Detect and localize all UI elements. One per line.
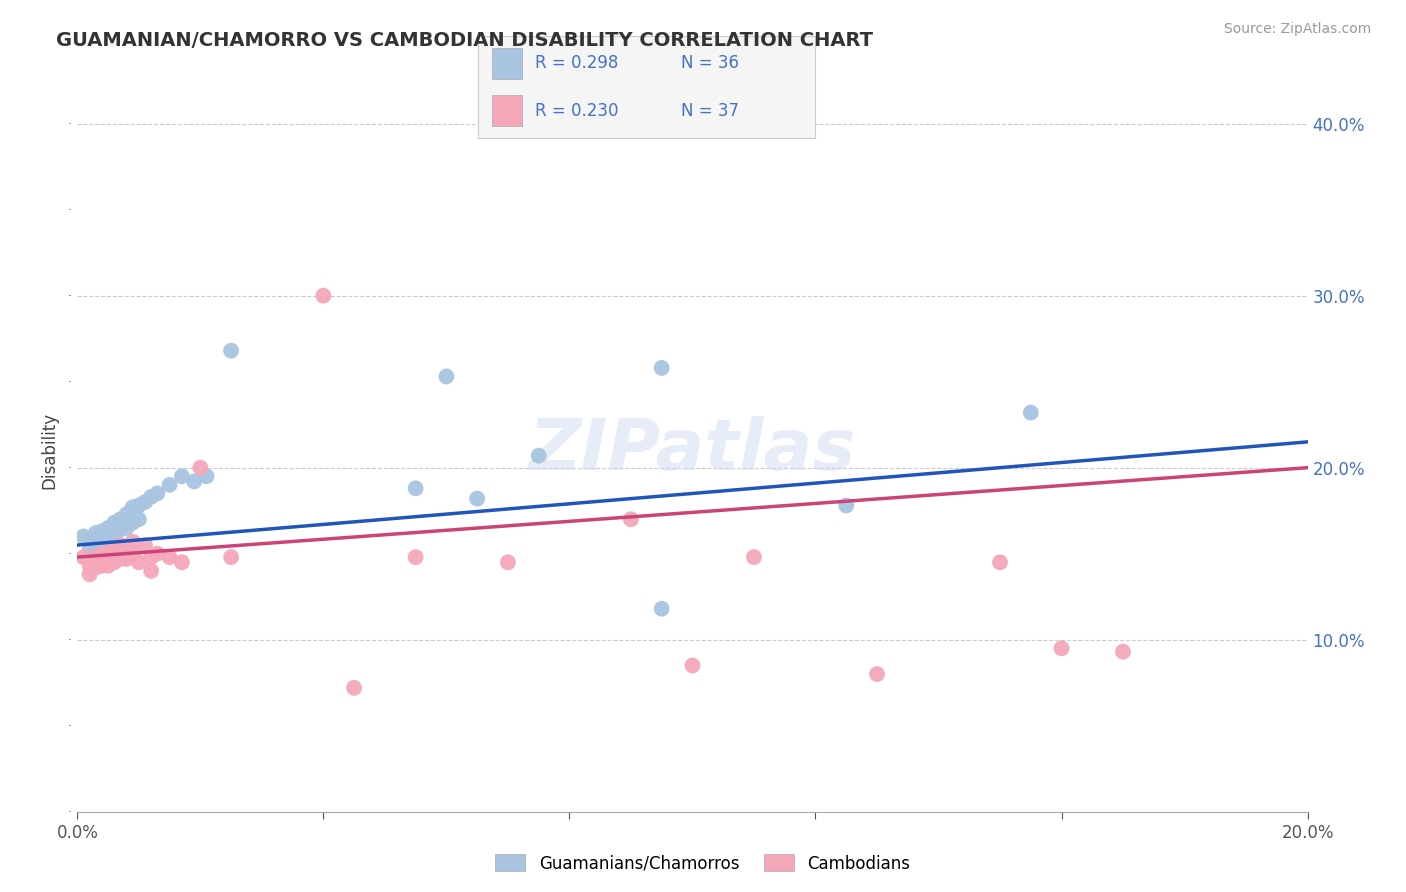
Point [312, 288, 335, 302]
Point [128, 499, 150, 513]
Point [128, 555, 150, 569]
Point [121, 547, 143, 561]
Point [115, 551, 138, 566]
Point [866, 667, 889, 681]
Point [620, 512, 643, 526]
Point [110, 523, 132, 537]
Point [121, 500, 143, 515]
Text: R = 0.298: R = 0.298 [536, 54, 619, 72]
Point [195, 469, 218, 483]
Point [103, 555, 125, 569]
Point [97, 547, 120, 561]
Text: R = 0.230: R = 0.230 [536, 102, 619, 120]
Text: Source: ZipAtlas.com: Source: ZipAtlas.com [1223, 22, 1371, 37]
Point [79, 543, 101, 558]
Point [110, 551, 132, 566]
FancyBboxPatch shape [492, 95, 522, 126]
Point [84, 538, 107, 552]
Point [651, 601, 673, 615]
Point [72, 529, 94, 543]
Point [110, 538, 132, 552]
Point [97, 540, 120, 554]
Point [742, 550, 765, 565]
Point [128, 512, 150, 526]
FancyBboxPatch shape [492, 48, 522, 78]
Point [84, 526, 107, 541]
Point [1112, 645, 1135, 659]
Point [90, 524, 114, 539]
Point [110, 512, 132, 526]
Point [79, 558, 101, 573]
Point [988, 555, 1011, 569]
Point [343, 681, 366, 695]
Point [97, 529, 120, 543]
Point [115, 541, 138, 556]
Point [134, 538, 156, 552]
Point [72, 550, 94, 565]
Y-axis label: Disability: Disability [41, 412, 58, 489]
Point [84, 560, 107, 574]
Point [835, 499, 858, 513]
Point [121, 534, 143, 549]
Point [134, 495, 156, 509]
Point [159, 478, 181, 492]
Point [170, 555, 193, 569]
Point [115, 507, 138, 521]
Point [103, 526, 125, 541]
Text: ZIPatlas: ZIPatlas [529, 416, 856, 485]
Point [219, 343, 242, 358]
Point [496, 555, 519, 569]
Point [90, 547, 114, 561]
Point [103, 541, 125, 556]
Point [79, 533, 101, 547]
Point [436, 369, 458, 384]
Point [141, 490, 163, 504]
Point [405, 481, 427, 495]
Point [84, 550, 107, 565]
Point [170, 469, 193, 483]
Point [527, 449, 550, 463]
Point [183, 475, 205, 489]
Point [405, 550, 427, 565]
Point [141, 564, 163, 578]
Point [1050, 641, 1073, 656]
Point [1019, 406, 1042, 420]
Text: GUAMANIAN/CHAMORRO VS CAMBODIAN DISABILITY CORRELATION CHART: GUAMANIAN/CHAMORRO VS CAMBODIAN DISABILI… [56, 31, 873, 50]
Point [97, 558, 120, 573]
Point [219, 550, 242, 565]
Text: N = 37: N = 37 [681, 102, 738, 120]
Legend: Guamanians/Chamorros, Cambodians: Guamanians/Chamorros, Cambodians [489, 847, 917, 880]
Point [146, 547, 169, 561]
Point [90, 558, 114, 573]
Point [682, 658, 704, 673]
Text: N = 36: N = 36 [681, 54, 738, 72]
Point [90, 534, 114, 549]
Point [465, 491, 488, 506]
Point [115, 521, 138, 535]
Point [146, 486, 169, 500]
Point [121, 516, 143, 530]
Point [141, 550, 163, 565]
Point [103, 516, 125, 530]
Point [188, 460, 212, 475]
Point [159, 550, 181, 565]
Point [79, 567, 101, 582]
Point [97, 521, 120, 535]
Point [651, 360, 673, 375]
